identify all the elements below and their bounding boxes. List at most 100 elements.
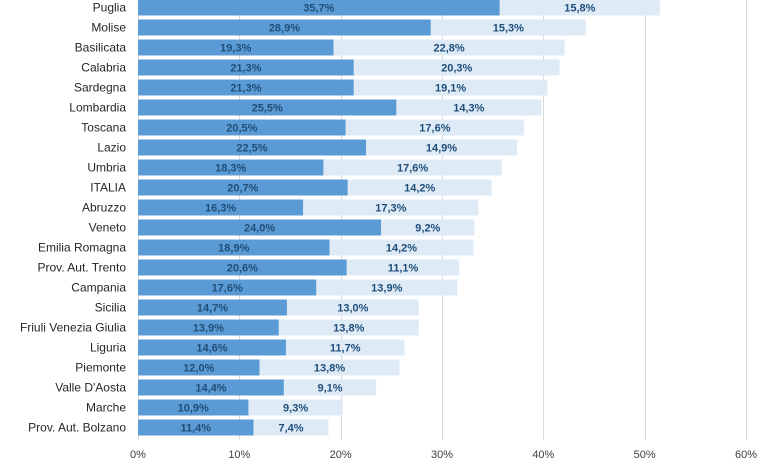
bar-segment-primary (138, 139, 366, 156)
category-label: Veneto (89, 221, 127, 235)
x-tick-label: 20% (330, 449, 352, 461)
bar-segment-primary (138, 19, 431, 36)
bar-segment-primary (138, 359, 260, 376)
bar-segment-secondary (253, 419, 329, 436)
data-label: 14,6% (196, 343, 227, 355)
data-label: 22,8% (433, 43, 464, 55)
data-label: 11,4% (180, 423, 211, 435)
data-label: 17,6% (397, 163, 428, 175)
x-tick-label: 40% (532, 449, 554, 461)
bar-segment-primary (138, 399, 249, 416)
data-label: 14,4% (195, 383, 226, 395)
data-label: 14,3% (453, 103, 484, 115)
data-label: 21,3% (230, 63, 261, 75)
bar-segment-secondary (333, 39, 565, 56)
bar-segment-primary (138, 339, 286, 356)
category-label: Piemonte (75, 361, 126, 375)
bar-segment-secondary (499, 0, 660, 16)
x-tick-label: 10% (228, 449, 250, 461)
category-label: Prov. Aut. Trento (38, 261, 127, 275)
bar-segment-secondary (286, 299, 419, 316)
category-label: Sicilia (95, 301, 127, 315)
data-label: 18,3% (215, 163, 246, 175)
data-label: 15,3% (493, 23, 524, 35)
category-label: Liguria (90, 341, 126, 355)
bar-segment-primary (138, 199, 304, 216)
data-label: 13,9% (371, 283, 402, 295)
bar-segment-secondary (430, 19, 586, 36)
x-tick-label: 30% (431, 449, 453, 461)
data-label: 14,7% (197, 303, 228, 315)
category-label: Molise (91, 21, 126, 35)
data-label: 17,6% (419, 123, 450, 135)
category-label: Abruzzo (82, 201, 126, 215)
bar-segment-secondary (316, 279, 458, 296)
data-label: 14,9% (426, 143, 457, 155)
bars (138, 0, 660, 436)
data-label: 21,3% (230, 83, 261, 95)
data-label: 15,8% (564, 3, 595, 15)
data-labels: 35,7% 15,8% 28,9% 15,3% 19,3% 22,8% 21,3% 20,3%… (178, 3, 596, 435)
category-label: Basilicata (75, 41, 127, 55)
data-label: 19,1% (435, 83, 466, 95)
bar-segment-secondary (345, 119, 525, 136)
bar-segment-secondary (353, 59, 560, 76)
data-label: 10,9% (178, 403, 209, 415)
x-tick-label: 0% (130, 449, 146, 461)
data-label: 13,9% (193, 323, 224, 335)
data-label: 28,9% (269, 23, 300, 35)
data-label: 24,0% (244, 223, 275, 235)
bar-segment-primary (138, 99, 397, 116)
data-label: 19,3% (220, 43, 251, 55)
bar-segment-secondary (346, 259, 460, 276)
x-tick-label: 60% (735, 449, 757, 461)
data-label: 9,1% (317, 383, 342, 395)
data-label: 17,6% (212, 283, 243, 295)
bar-segment-primary (138, 159, 324, 176)
bar-segment-primary (138, 59, 354, 76)
data-label: 13,8% (314, 363, 345, 375)
category-label: Valle D'Aosta (55, 381, 126, 395)
bar-segment-secondary (353, 79, 548, 96)
category-label: Puglia (93, 1, 127, 15)
category-label: Umbria (87, 161, 126, 175)
bar-segment-secondary (285, 339, 405, 356)
x-axis-tick-labels: 0% 10% 20% 30% 40% 50% 60% (130, 449, 757, 461)
data-label: 13,0% (337, 303, 368, 315)
bar-segment-secondary (303, 199, 479, 216)
bar-segment-secondary (323, 159, 502, 176)
data-label: 11,7% (330, 343, 361, 355)
bar-segment-secondary (248, 399, 343, 416)
data-label: 22,5% (236, 143, 267, 155)
category-label: Friuli Venezia Giulia (20, 321, 126, 335)
bar-segment-primary (138, 219, 382, 236)
data-label: 13,8% (333, 323, 364, 335)
bar-segment-secondary (381, 219, 475, 236)
category-label: Prov. Aut. Bolzano (28, 421, 126, 435)
bar-segment-primary (138, 379, 284, 396)
bar-segment-secondary (259, 359, 400, 376)
data-label: 20,3% (441, 63, 472, 75)
bar-segment-primary (138, 279, 317, 296)
data-label: 16,3% (205, 203, 236, 215)
bar-segment-secondary (396, 99, 542, 116)
bar-segment-primary (138, 319, 279, 336)
category-labels: Puglia Molise Basilicata Calabria Sardegna Lo… (20, 1, 126, 435)
data-label: 14,2% (404, 183, 435, 195)
category-label: ITALIA (90, 181, 126, 195)
category-label: Lombardia (69, 101, 126, 115)
bar-segment-secondary (329, 239, 474, 256)
bar-segment-primary (138, 0, 500, 16)
bar-segment-secondary (278, 319, 419, 336)
data-label: 7,4% (278, 423, 303, 435)
x-tick-label: 50% (634, 449, 656, 461)
data-label: 20,6% (227, 263, 258, 275)
data-label: 20,7% (227, 183, 258, 195)
category-label: Lazio (97, 141, 126, 155)
data-label: 9,2% (415, 223, 440, 235)
category-label: Calabria (81, 61, 126, 75)
category-label: Campania (71, 281, 126, 295)
data-label: 17,3% (375, 203, 406, 215)
data-label: 14,2% (386, 243, 417, 255)
